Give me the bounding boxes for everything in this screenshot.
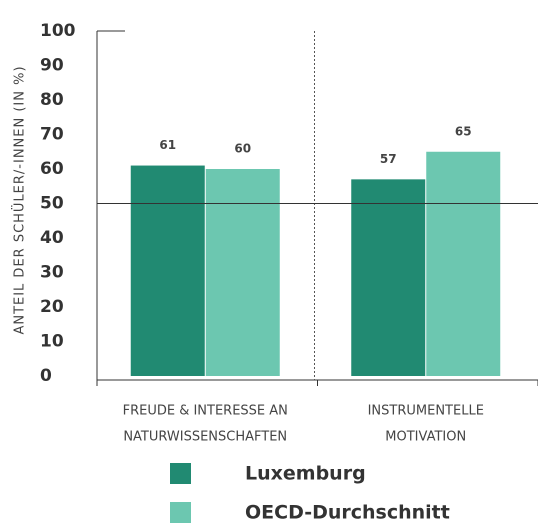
- y-tick-label: 100: [40, 21, 76, 41]
- y-tick-label: 10: [40, 332, 64, 352]
- y-tick-label: 60: [40, 159, 64, 179]
- bar: [205, 169, 280, 376]
- data-label: 60: [234, 142, 251, 156]
- data-label: 57: [380, 152, 397, 166]
- legend-swatch: [170, 463, 191, 484]
- y-tick-label: 0: [40, 366, 52, 386]
- y-tick-label: 40: [40, 228, 64, 248]
- y-axis-label: ANTEIL DER SCHÜLER/-INNEN (IN %): [11, 65, 28, 334]
- bar: [426, 151, 501, 376]
- y-tick-label: 50: [40, 194, 64, 214]
- y-tick-label: 30: [40, 263, 64, 283]
- y-tick-label: 80: [40, 90, 64, 110]
- x-tick-label: NATURWISSENSCHAFTEN: [123, 430, 287, 445]
- bar: [351, 179, 426, 376]
- x-tick-label: FREUDE & INTERESSE AN: [123, 404, 288, 419]
- data-label: 65: [455, 124, 472, 138]
- x-tick-label: INSTRUMENTELLE: [368, 404, 484, 419]
- legend-label: OECD-Durchschnitt: [245, 502, 450, 524]
- legend-swatch: [170, 502, 191, 523]
- legend-label: Luxemburg: [245, 463, 366, 485]
- y-tick-label: 70: [40, 125, 64, 145]
- x-tick-label: MOTIVATION: [385, 430, 466, 445]
- y-tick-label: 90: [40, 56, 64, 76]
- bar: [130, 165, 205, 376]
- y-tick-label: 20: [40, 297, 64, 317]
- data-label: 61: [159, 138, 176, 152]
